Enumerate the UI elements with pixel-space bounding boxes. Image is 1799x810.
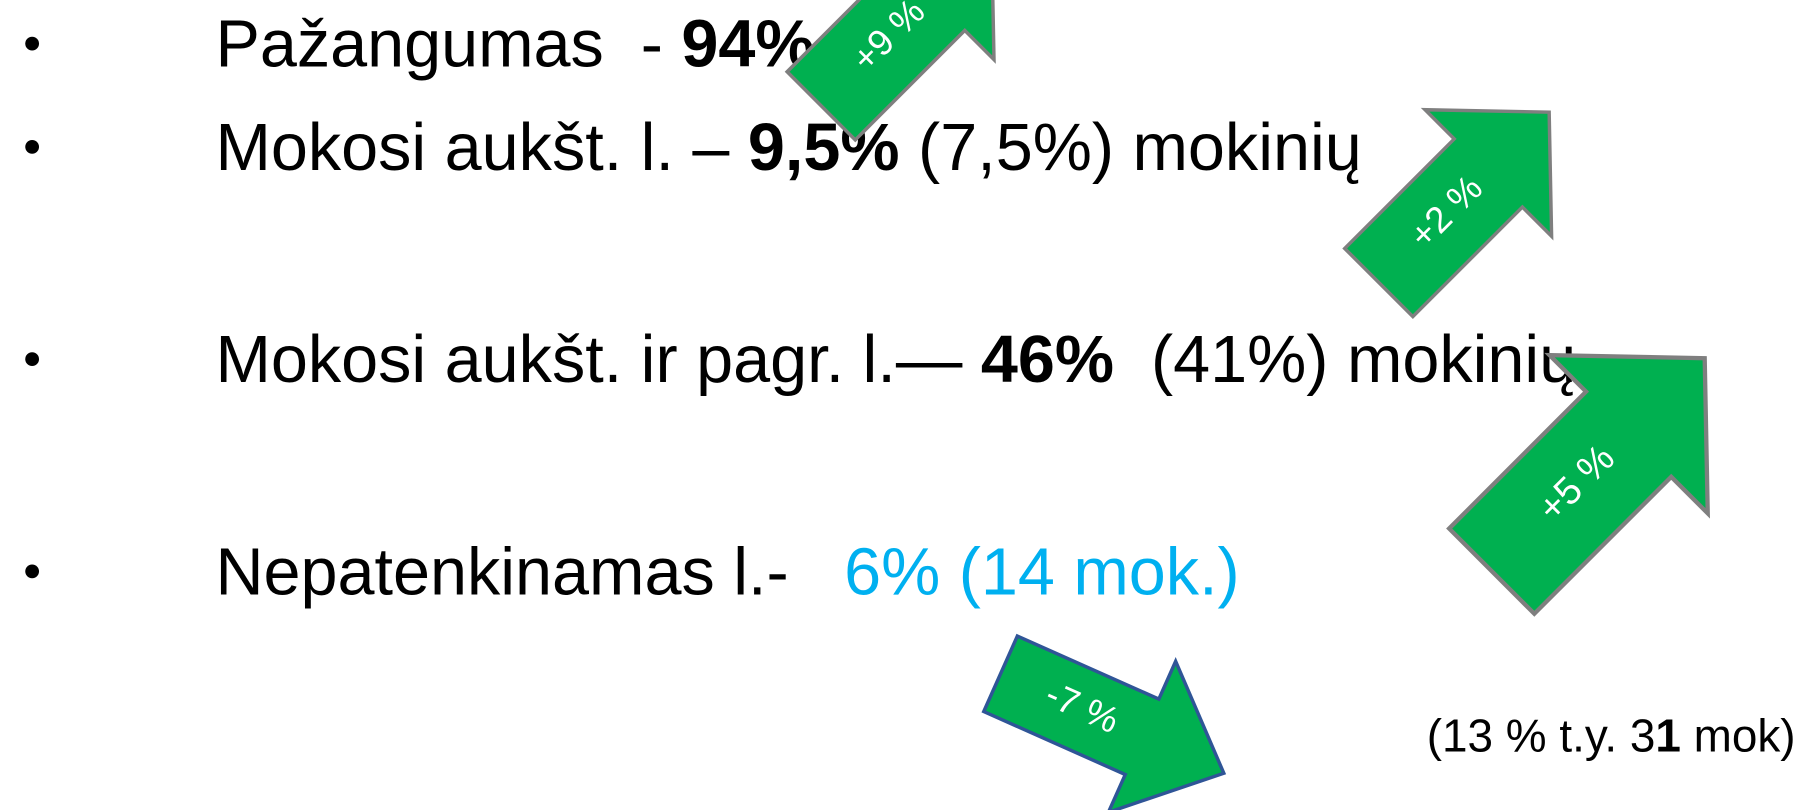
bullet-label: Nepatenkinamas l.-: [215, 535, 844, 609]
arrow-shape: [1446, 352, 1710, 617]
bullet-previous: (41%): [1114, 323, 1347, 397]
bullet-suffix: mokinių: [1347, 323, 1576, 397]
bullet: Mokosi aukšt. ir pagr. l.— 46% (41%) mok…: [86, 323, 1669, 397]
bullet-value: 9,5%: [748, 111, 900, 185]
arrow: +2 %: [1342, 107, 1554, 320]
bullet-label: Pažangumas -: [215, 8, 681, 82]
arrow-shape: [1342, 107, 1554, 320]
bullet-suffix: mokinių: [1133, 111, 1362, 185]
bullet-dot: [25, 36, 40, 51]
bullet: Pažangumas - 94%: [86, 8, 907, 82]
bullet: Mokosi aukšt. l. – 9,5% (7,5%) mokinių: [86, 111, 1454, 185]
arrow-shape: [981, 633, 1227, 810]
arrow: +9 %: [784, 0, 996, 143]
bullet-label: Mokosi aukšt. ir pagr. l.—: [215, 323, 980, 397]
note-bold: 1: [1655, 709, 1681, 761]
bullet-list: Pažangumas - 94% Mokosi aukšt. l. – 9,5%…: [25, 8, 1669, 609]
bullet-label: Mokosi aukšt. l. –: [215, 111, 747, 185]
bullet-dot: [25, 352, 40, 366]
bullet-dot: [25, 139, 40, 154]
arrow: +5 %: [1446, 352, 1710, 617]
note-text: (13 % t.y. 3: [1427, 709, 1656, 761]
bullet-value: 6% (14 mok.): [844, 535, 1240, 609]
arrow: -7 %: [981, 633, 1227, 810]
bullet: Nepatenkinamas l.- 6% (14 mok.): [86, 535, 1332, 609]
bullet-value: 46%: [981, 323, 1114, 397]
bullet-dot: [25, 564, 40, 579]
note: (13 % t.y. 31 mok): [1363, 709, 1799, 761]
bullet-previous: (7,5%): [900, 111, 1133, 185]
note-text: mok): [1681, 709, 1796, 761]
arrow-shape: [784, 0, 996, 143]
